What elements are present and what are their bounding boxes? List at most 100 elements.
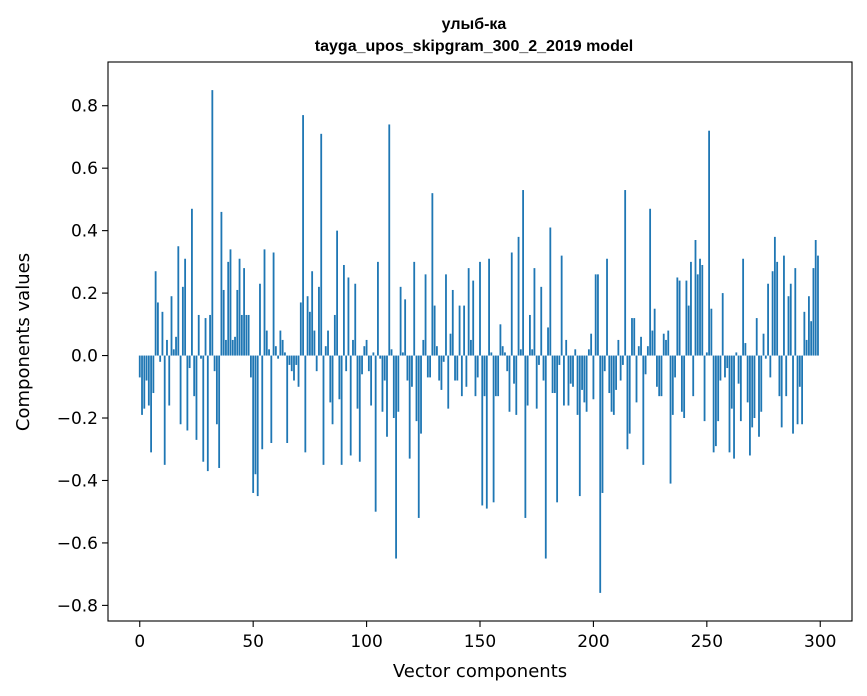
bar	[488, 258, 490, 356]
bar	[392, 355, 395, 419]
bar	[420, 355, 422, 434]
bar	[417, 355, 420, 518]
bar	[510, 252, 513, 356]
bar	[553, 355, 556, 394]
bar	[383, 355, 386, 381]
bar	[794, 268, 797, 356]
bar	[268, 349, 270, 356]
bar	[803, 311, 806, 356]
bar	[222, 289, 225, 356]
bar	[721, 293, 724, 356]
bar	[805, 339, 808, 356]
bar	[694, 240, 697, 356]
bar	[572, 355, 574, 387]
bar	[340, 355, 343, 465]
bar	[717, 355, 720, 422]
bar	[569, 355, 572, 384]
bar	[592, 355, 595, 400]
bar	[322, 355, 325, 465]
bar	[163, 355, 166, 465]
bar	[515, 355, 518, 415]
bar	[474, 355, 477, 397]
bar	[792, 355, 794, 434]
bar	[585, 355, 588, 412]
bar	[635, 355, 638, 403]
bar	[671, 355, 674, 415]
bar	[676, 277, 679, 356]
y-axis: −0.8 −0.6 −0.4 −0.2 0.0 0.2 0.4 0.6 0.8	[57, 97, 108, 616]
y-tick-label: −0.4	[57, 471, 98, 491]
bar	[544, 355, 547, 559]
bar	[211, 90, 214, 356]
bar	[538, 355, 540, 365]
y-tick-label: 0.0	[71, 347, 98, 367]
bar	[549, 227, 552, 356]
bar	[612, 355, 615, 415]
bar	[755, 318, 758, 356]
bar	[170, 296, 173, 356]
bar	[245, 314, 248, 356]
bar	[159, 355, 162, 362]
bar	[218, 355, 221, 468]
bar	[699, 258, 701, 356]
bar	[168, 355, 171, 406]
bar	[388, 124, 391, 356]
bar	[542, 355, 545, 381]
bar	[724, 355, 726, 378]
bar	[243, 268, 245, 356]
bar	[347, 277, 350, 356]
bar	[202, 355, 205, 462]
bar	[445, 274, 447, 356]
y-tick-label: 0.4	[71, 222, 98, 242]
bar	[535, 355, 538, 409]
bar	[810, 321, 813, 356]
bar	[712, 355, 715, 453]
bar	[413, 261, 416, 356]
bar	[397, 355, 400, 412]
bar	[583, 355, 586, 403]
bar	[372, 352, 375, 356]
bar	[336, 230, 338, 356]
bar	[401, 352, 404, 356]
bar	[333, 314, 336, 356]
bar	[787, 296, 790, 356]
bar	[753, 355, 756, 419]
bar	[479, 261, 481, 356]
bar	[476, 355, 479, 378]
bar	[608, 355, 611, 394]
bar	[286, 355, 289, 443]
x-axis: 0 50 100 150 200 250 300	[134, 621, 836, 652]
bar	[281, 339, 284, 356]
bar	[177, 246, 180, 356]
bar	[522, 190, 524, 356]
bar	[603, 355, 606, 372]
bar	[467, 268, 470, 356]
bars-group	[138, 90, 819, 593]
bar	[705, 352, 708, 356]
bar	[200, 355, 202, 359]
bar	[415, 355, 418, 422]
bar	[683, 355, 686, 419]
bar	[141, 355, 143, 415]
bar	[274, 346, 277, 356]
y-tick-label: 0.6	[71, 159, 98, 179]
bar	[349, 355, 352, 456]
bar	[172, 349, 175, 356]
bar	[540, 286, 543, 356]
bar	[656, 355, 658, 387]
bar	[565, 339, 568, 356]
y-axis-label: Components values	[13, 253, 34, 431]
bar	[703, 355, 706, 422]
bar	[749, 355, 751, 456]
bar	[377, 261, 379, 356]
bar	[324, 346, 327, 356]
y-tick-label: −0.2	[57, 409, 98, 429]
bar	[499, 324, 502, 356]
bar	[311, 271, 314, 356]
bar	[279, 330, 282, 356]
bar	[746, 355, 749, 403]
bar	[299, 302, 302, 356]
bar	[715, 355, 717, 447]
